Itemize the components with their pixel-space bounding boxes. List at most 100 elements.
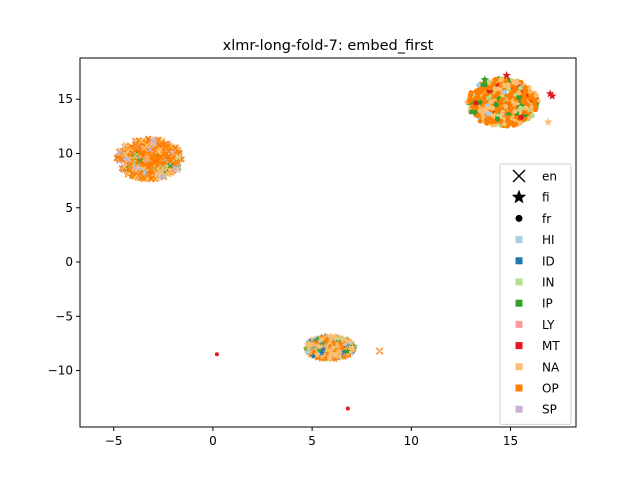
data-point <box>478 88 485 95</box>
data-point <box>326 353 334 360</box>
data-point <box>320 344 328 352</box>
data-point <box>322 354 330 362</box>
data-point <box>349 346 357 353</box>
data-point <box>336 347 343 355</box>
legend-swatch <box>515 236 523 244</box>
data-point <box>346 337 354 345</box>
data-point <box>346 346 354 354</box>
data-point <box>325 334 333 342</box>
data-point <box>503 77 509 84</box>
data-point <box>148 153 155 160</box>
data-point <box>304 348 312 355</box>
data-point <box>517 120 523 126</box>
data-point <box>339 335 347 342</box>
data-point <box>328 332 336 340</box>
data-point <box>505 82 511 88</box>
data-point <box>335 353 343 360</box>
data-point <box>516 95 522 101</box>
data-point <box>321 343 329 350</box>
data-point <box>332 349 340 357</box>
outlier-point <box>502 70 511 79</box>
data-point <box>124 156 131 163</box>
points-layer <box>113 70 557 411</box>
data-point <box>331 352 339 359</box>
y-tick-label: 5 <box>65 201 73 215</box>
data-point <box>511 79 517 85</box>
data-point <box>325 355 333 362</box>
legend-swatch <box>515 299 523 307</box>
data-point <box>518 114 524 120</box>
data-point <box>487 85 493 91</box>
x-tick-label: −5 <box>105 434 123 448</box>
data-point <box>346 344 354 351</box>
data-point <box>501 121 507 127</box>
x-tick-label: 15 <box>503 434 518 448</box>
data-point <box>129 170 136 177</box>
data-point <box>312 334 320 342</box>
legend-label: ID <box>542 254 555 268</box>
legend-swatch <box>515 405 523 413</box>
data-point <box>476 82 482 88</box>
data-point <box>162 143 169 150</box>
data-point <box>319 346 327 353</box>
data-point <box>307 340 314 347</box>
data-point <box>175 154 182 161</box>
data-point <box>483 99 489 105</box>
data-point <box>154 157 162 164</box>
plot-frame <box>79 57 577 428</box>
data-point <box>138 139 146 146</box>
data-point <box>326 348 334 356</box>
data-point <box>516 90 522 96</box>
y-tick-label: 15 <box>58 92 73 106</box>
data-point <box>473 104 479 111</box>
data-point <box>330 339 338 346</box>
data-point <box>154 175 161 182</box>
data-point <box>306 342 314 350</box>
data-point <box>118 156 125 163</box>
data-point <box>148 176 155 183</box>
data-point <box>138 137 145 144</box>
data-point <box>138 160 145 167</box>
data-point <box>161 172 168 180</box>
data-point <box>122 141 129 149</box>
data-point <box>171 160 178 168</box>
data-point <box>340 353 348 360</box>
data-point <box>488 99 494 105</box>
legend-label: MT <box>542 339 560 353</box>
data-point <box>473 100 479 106</box>
outlier-point <box>345 406 350 411</box>
outlier-point <box>545 89 555 98</box>
legend-label: NA <box>542 360 560 374</box>
data-point <box>466 98 473 104</box>
data-point <box>321 348 329 355</box>
legend-label: IP <box>542 297 553 311</box>
data-point <box>328 340 335 348</box>
legend-label: HI <box>542 233 555 247</box>
data-point <box>126 156 133 163</box>
data-point <box>313 336 321 344</box>
data-point <box>494 116 501 122</box>
data-point <box>309 352 317 359</box>
data-point <box>533 92 539 99</box>
outlier-point <box>543 117 553 126</box>
data-point <box>335 338 343 345</box>
data-point <box>132 164 139 171</box>
axes-layer: −5 0 5 10 15 −10 −5 0 5 10 15 <box>48 92 518 448</box>
data-point <box>498 77 504 83</box>
data-point <box>349 343 357 351</box>
data-point <box>331 345 339 353</box>
cluster-left <box>113 135 185 183</box>
data-point <box>345 351 353 358</box>
data-point <box>328 351 336 358</box>
data-point <box>493 102 499 108</box>
data-point <box>522 89 528 95</box>
cluster-bottom-center <box>302 332 359 363</box>
legend-marker-x <box>512 169 526 183</box>
data-point <box>520 96 526 103</box>
data-point <box>328 334 335 342</box>
data-point <box>522 105 529 111</box>
data-point <box>475 95 482 101</box>
data-point <box>475 112 482 118</box>
data-point <box>340 347 348 355</box>
